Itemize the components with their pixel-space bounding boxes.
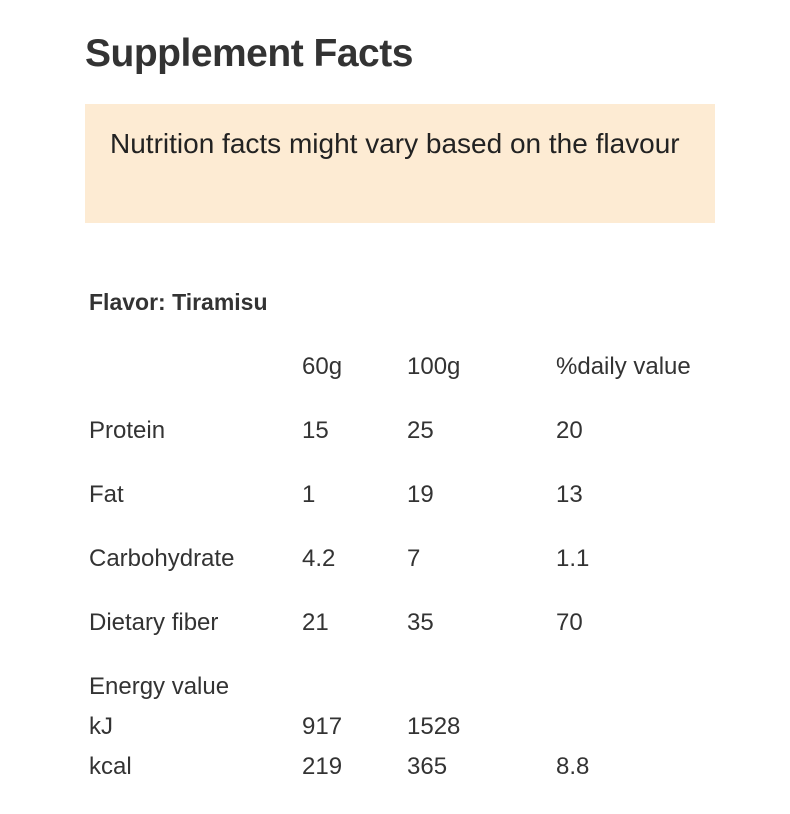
flavor-label: Flavor: Tiramisu	[89, 289, 268, 315]
row-label: Fat	[89, 481, 124, 508]
row-label: Protein	[89, 417, 166, 444]
cell-value: 4.2	[302, 545, 336, 572]
notice-box: Nutrition facts might vary based on the …	[85, 104, 715, 223]
cell-value: 19	[407, 481, 434, 508]
cell-value: 917	[302, 713, 343, 740]
section-label: Energy value	[89, 673, 230, 700]
cell-value: 1.1	[556, 545, 590, 572]
cell-value: 70	[556, 609, 583, 636]
cell-value: 21	[302, 609, 329, 636]
cell-value: 13	[556, 481, 583, 508]
notice-text: Nutrition facts might vary based on the …	[110, 128, 680, 159]
cell-value: 8.8	[556, 753, 590, 780]
column-header: 60g	[302, 353, 343, 380]
title: Supplement Facts	[85, 32, 413, 75]
cell-value: 15	[302, 417, 329, 444]
cell-value: 20	[556, 417, 583, 444]
cell-value: 7	[407, 545, 421, 572]
row-label: kJ	[89, 713, 113, 740]
cell-value: 219	[302, 753, 343, 780]
column-header: %daily value	[556, 353, 691, 380]
cell-value: 1	[302, 481, 316, 508]
cell-value: 25	[407, 417, 434, 444]
row-label: kcal	[89, 753, 132, 780]
cell-value: 35	[407, 609, 434, 636]
row-label: Carbohydrate	[89, 545, 235, 572]
cell-value: 1528	[407, 713, 461, 740]
row-label: Dietary fiber	[89, 609, 219, 636]
column-header: 100g	[407, 353, 461, 380]
cell-value: 365	[407, 753, 448, 780]
